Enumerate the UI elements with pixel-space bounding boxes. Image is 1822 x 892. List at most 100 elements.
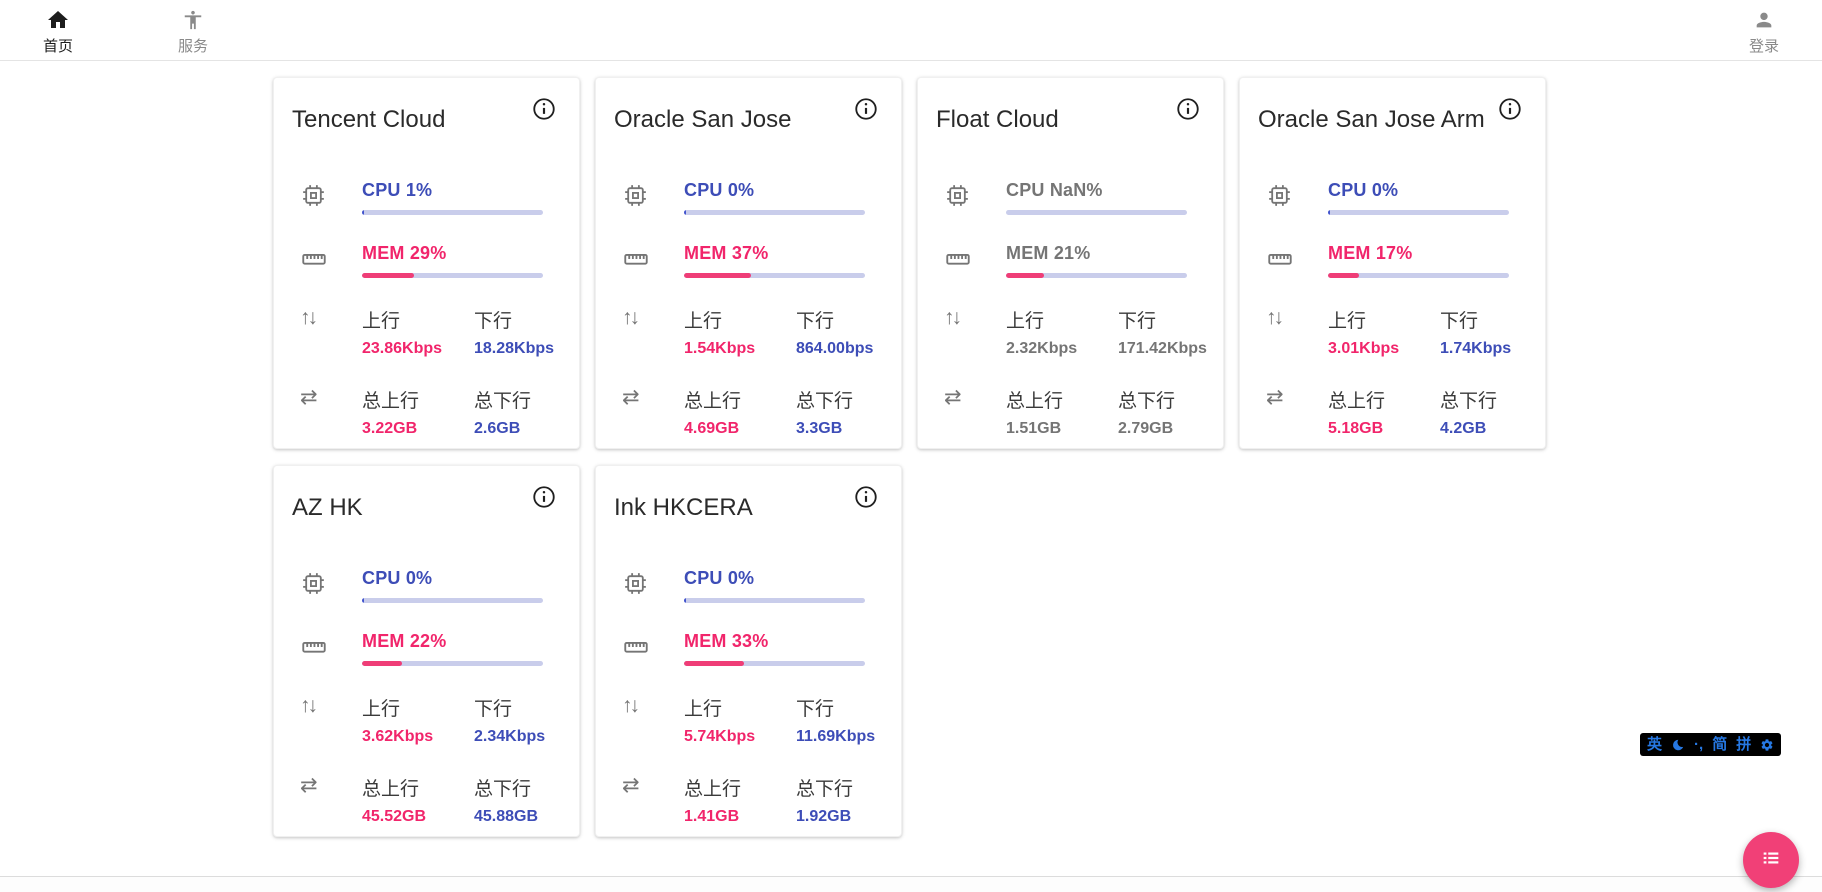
ime-simplified-toggle[interactable]: 简	[1712, 736, 1728, 753]
server-name: AZ HK	[292, 494, 363, 521]
mem-metric-row: MEM 33%	[622, 631, 901, 666]
download-label: 下行	[796, 311, 835, 332]
accessibility-icon	[182, 7, 204, 33]
top-navbar: 首页 服务 登录	[0, 0, 1822, 61]
info-icon[interactable]	[531, 96, 557, 122]
total-upload-stat: 总上行 1.51GB	[1006, 386, 1118, 438]
nav-item-home[interactable]: 首页	[22, 7, 94, 56]
swap-arrows-icon: ⇄	[944, 386, 962, 409]
cpu-value: NaN%	[1049, 180, 1103, 200]
cpu-value: 1%	[405, 180, 433, 200]
server-card[interactable]: Float Cloud	[917, 77, 1224, 449]
ruler-icon	[622, 243, 684, 273]
total-download-label: 总下行	[474, 391, 532, 412]
swap-arrows-icon: ⇄	[300, 774, 318, 797]
cpu-label: CPU 0%	[684, 568, 755, 588]
ruler-icon	[300, 631, 362, 661]
cpu-chip-icon	[300, 568, 362, 597]
info-icon[interactable]	[1175, 96, 1201, 122]
cpu-chip-icon	[300, 180, 362, 209]
info-icon[interactable]	[853, 96, 879, 122]
ime-punctuation-toggle[interactable]: ·,	[1694, 736, 1704, 753]
download-value: 2.34Kbps	[474, 728, 546, 745]
upload-value: 23.86Kbps	[362, 340, 443, 357]
cpu-label: CPU 0%	[684, 180, 755, 200]
cpu-progress-bar	[1328, 210, 1509, 215]
nav-login-label: 登录	[1748, 38, 1779, 55]
info-icon[interactable]	[531, 484, 557, 510]
totals-row: ⇄ 总上行 45.52GB 总下行 45.88GB	[300, 774, 579, 826]
total-download-label: 总下行	[474, 779, 532, 800]
server-card[interactable]: AZ HK CPU	[273, 465, 580, 837]
mem-value: 33%	[731, 631, 769, 651]
download-label: 下行	[474, 311, 513, 332]
updown-arrows-icon: ↑↓	[622, 306, 640, 329]
download-value: 864.00bps	[796, 340, 874, 357]
server-name: Float Cloud	[936, 106, 1059, 133]
mem-value: 17%	[1375, 243, 1413, 263]
ime-pinyin-toggle[interactable]: 拼	[1736, 736, 1752, 753]
total-upload-value: 45.52GB	[362, 808, 427, 825]
mem-label: MEM 29%	[362, 243, 447, 263]
gear-icon[interactable]	[1760, 738, 1774, 752]
upload-value: 1.54Kbps	[684, 340, 756, 357]
download-label: 下行	[1118, 311, 1157, 332]
mem-progress-bar	[1006, 273, 1187, 278]
speed-row: ↑↓ 上行 23.86Kbps 下行 18.28Kbps	[300, 306, 579, 358]
mem-label: MEM 17%	[1328, 243, 1413, 263]
total-upload-value: 3.22GB	[362, 420, 418, 437]
totals-row: ⇄ 总上行 5.18GB 总下行 4.2GB	[1266, 386, 1545, 438]
download-stat: 下行 171.42Kbps	[1118, 306, 1230, 358]
ime-english-toggle[interactable]: 英	[1647, 736, 1663, 753]
mem-label: MEM 22%	[362, 631, 447, 651]
ruler-icon	[1266, 243, 1328, 273]
cpu-label: CPU 0%	[362, 568, 433, 588]
ruler-icon	[622, 631, 684, 661]
upload-label: 上行	[1006, 311, 1045, 332]
total-download-value: 3.3GB	[796, 420, 843, 437]
total-download-stat: 总下行 3.3GB	[796, 386, 908, 438]
cpu-progress-bar	[362, 598, 543, 603]
total-upload-value: 4.69GB	[684, 420, 740, 437]
info-icon[interactable]	[853, 484, 879, 510]
updown-arrows-icon: ↑↓	[622, 694, 640, 717]
cpu-value: 0%	[727, 180, 755, 200]
server-list-fab[interactable]	[1743, 832, 1799, 888]
swap-arrows-icon: ⇄	[622, 774, 640, 797]
ruler-icon	[944, 243, 1006, 273]
cpu-label: CPU 1%	[362, 180, 433, 200]
total-upload-stat: 总上行 1.41GB	[684, 774, 796, 826]
server-card[interactable]: Tencent Cloud	[273, 77, 580, 449]
moon-icon[interactable]	[1671, 738, 1685, 752]
cpu-metric-row: CPU 0%	[300, 568, 579, 603]
nav-item-login[interactable]: 登录	[1728, 7, 1800, 56]
info-icon[interactable]	[1497, 96, 1523, 122]
total-download-label: 总下行	[796, 391, 854, 412]
total-upload-label: 总上行	[362, 779, 420, 800]
total-upload-label: 总上行	[684, 391, 742, 412]
footer-divider	[0, 876, 1822, 892]
download-stat: 下行 864.00bps	[796, 306, 908, 358]
cpu-chip-icon	[944, 180, 1006, 209]
speed-row: ↑↓ 上行 5.74Kbps 下行 11.69Kbps	[622, 694, 901, 746]
total-upload-label: 总上行	[1006, 391, 1064, 412]
total-upload-label: 总上行	[1328, 391, 1386, 412]
mem-metric-row: MEM 37%	[622, 243, 901, 278]
mem-metric-row: MEM 22%	[300, 631, 579, 666]
upload-stat: 上行 2.32Kbps	[1006, 306, 1118, 358]
nav-item-services[interactable]: 服务	[157, 7, 229, 56]
server-card[interactable]: Oracle San Jose	[595, 77, 902, 449]
cpu-metric-row: CPU 0%	[622, 568, 901, 603]
mem-value: 21%	[1053, 243, 1091, 263]
server-card[interactable]: Oracle San Jose Arm	[1239, 77, 1546, 449]
mem-value: 22%	[409, 631, 447, 651]
totals-row: ⇄ 总上行 3.22GB 总下行 2.6GB	[300, 386, 579, 438]
list-icon	[1760, 847, 1782, 874]
server-card[interactable]: Ink HKCERA	[595, 465, 902, 837]
download-value: 171.42Kbps	[1118, 340, 1207, 357]
updown-arrows-icon: ↑↓	[300, 306, 318, 329]
cpu-label: CPU NaN%	[1006, 180, 1103, 200]
mem-metric-row: MEM 21%	[944, 243, 1223, 278]
totals-row: ⇄ 总上行 1.51GB 总下行 2.79GB	[944, 386, 1223, 438]
upload-label: 上行	[684, 699, 723, 720]
